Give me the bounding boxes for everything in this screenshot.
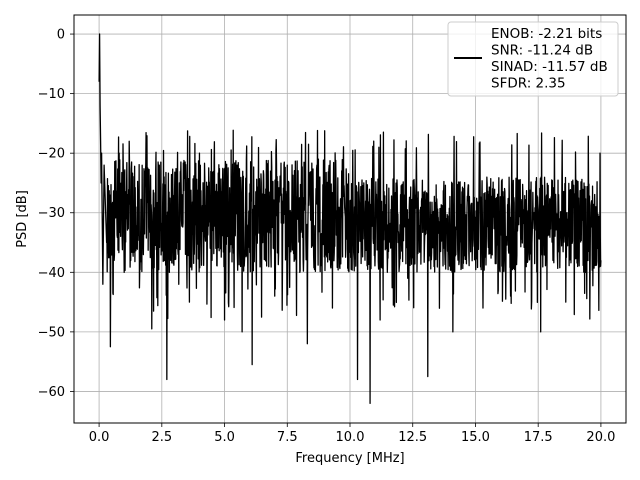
x-tick-label: 10.0 [336, 430, 365, 445]
x-tick-label: 20.0 [586, 430, 615, 445]
x-tick-label: 12.5 [398, 430, 427, 445]
legend-entry: SFDR: 2.35 [491, 76, 566, 92]
y-axis-label: PSD [dB] [15, 190, 30, 248]
y-tick-label: −30 [38, 206, 65, 221]
x-axis: 0.0 2.5 5.0 7.5 10.0 12.5 15.0 17.5 20.0 [89, 423, 615, 445]
x-tick-label: 15.0 [461, 430, 490, 445]
x-tick-label: 17.5 [524, 430, 553, 445]
x-tick-label: 0.0 [89, 430, 110, 445]
legend-box [447, 21, 619, 97]
series-group [98, 33, 602, 404]
y-tick-label: −50 [38, 325, 65, 340]
y-axis: 0 −10 −20 −30 −40 −50 −60 [38, 28, 74, 400]
legend-entry: SNR: -11.24 dB [491, 43, 593, 59]
y-tick-label: −20 [38, 147, 65, 162]
y-tick-label: −60 [38, 385, 65, 400]
psd-line [98, 33, 602, 404]
legend-entry: SINAD: -11.57 dB [491, 59, 608, 75]
y-tick-label: −40 [38, 266, 65, 281]
x-tick-label: 5.0 [214, 430, 235, 445]
y-tick-label: 0 [57, 28, 65, 43]
x-axis-label: Frequency [MHz] [295, 451, 404, 466]
y-tick-label: −10 [38, 87, 65, 102]
x-tick-label: 7.5 [277, 430, 298, 445]
legend-entry: ENOB: -2.21 bits [491, 26, 602, 42]
x-tick-label: 2.5 [151, 430, 172, 445]
